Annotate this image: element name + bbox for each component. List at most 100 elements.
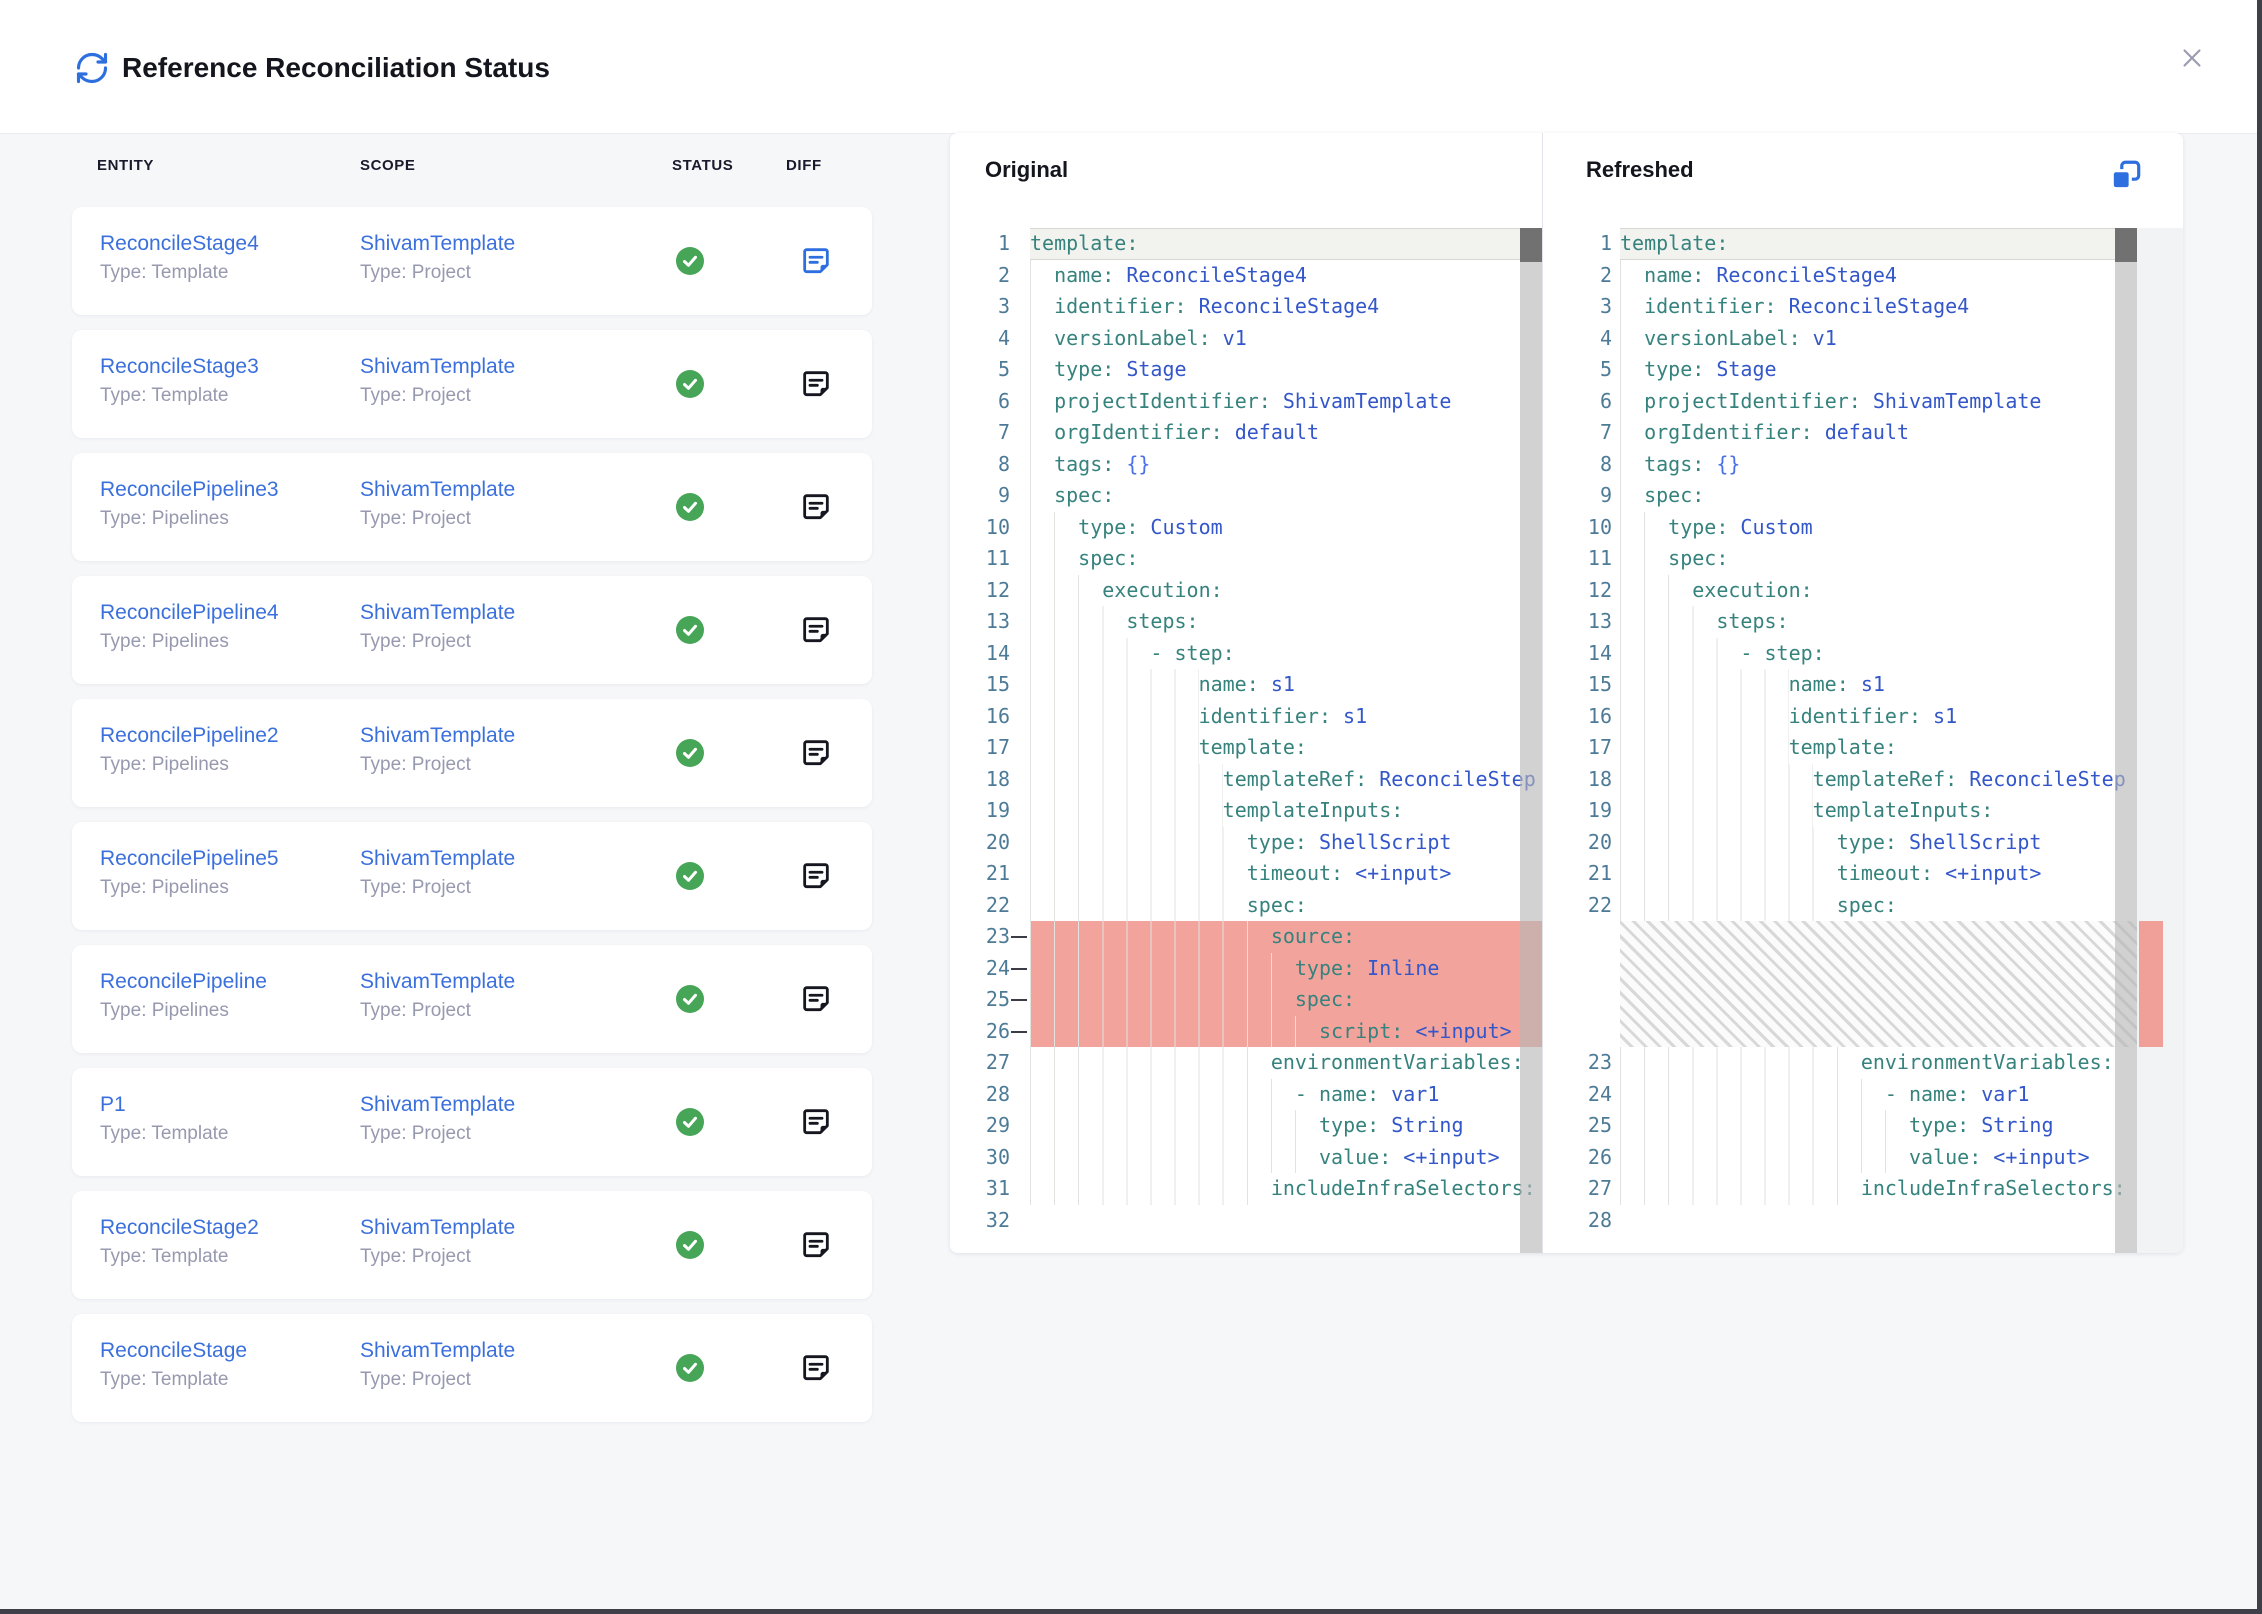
- scope-name-link[interactable]: ShivamTemplate: [360, 232, 516, 255]
- yaml-token: s1: [1921, 703, 1958, 728]
- table-row[interactable]: ReconcilePipeline3 Type: Pipelines ShivamT…: [72, 453, 872, 561]
- line-number: 16: [985, 703, 1010, 728]
- diff-note-icon[interactable]: [800, 245, 832, 277]
- code-line-content: - step:: [1030, 637, 1542, 669]
- table-row[interactable]: ReconcileStage4 Type: Template ShivamTempl…: [72, 207, 872, 315]
- line-number: 12: [985, 577, 1010, 602]
- yaml-token: templateInputs:: [1222, 798, 1404, 822]
- code-line: 26 script: <+input>: [950, 1015, 1542, 1047]
- line-number: 18: [1587, 766, 1612, 791]
- indent-guides: [1620, 889, 1837, 921]
- line-marker: [1612, 512, 1620, 544]
- code-line: 16 identifier: s1: [950, 700, 1542, 732]
- entity-name-link[interactable]: P1: [100, 1093, 126, 1116]
- refreshed-panel-title: Refreshed: [1586, 157, 1694, 182]
- line-number: 4: [1599, 325, 1612, 350]
- yaml-token: - name:: [1884, 1081, 1970, 1106]
- entity-name-link[interactable]: ReconcileStage2: [100, 1216, 259, 1239]
- refreshed-code-editor[interactable]: 1 template: 2 name: ReconcileStage4 3 identif…: [1543, 228, 2137, 1253]
- refreshed-vertical-scrollbar[interactable]: [2115, 228, 2137, 1253]
- yaml-token: name:: [1054, 262, 1115, 287]
- line-number: 18: [985, 766, 1010, 791]
- scope-name-link[interactable]: ShivamTemplate: [360, 970, 516, 993]
- diff-note-icon[interactable]: [800, 614, 832, 646]
- diff-note-icon[interactable]: [800, 737, 832, 769]
- entity-name-link[interactable]: ReconcileStage: [100, 1339, 248, 1362]
- indent-guides: [1030, 732, 1199, 764]
- line-marker: [1612, 575, 1620, 607]
- yaml-token: spec:: [1246, 892, 1307, 917]
- indent-guides: [1030, 889, 1247, 921]
- line-marker: [1010, 858, 1030, 890]
- line-marker: [1612, 701, 1620, 733]
- scope-name-link[interactable]: ShivamTemplate: [360, 1339, 516, 1362]
- scope-name-link[interactable]: ShivamTemplate: [360, 601, 516, 624]
- code-line: 23 source:: [950, 921, 1542, 953]
- table-row[interactable]: ReconcilePipeline2 Type: Pipelines ShivamT…: [72, 699, 872, 807]
- diff-note-icon[interactable]: [800, 491, 832, 523]
- code-line-content: spec:: [1620, 889, 2137, 921]
- original-code-editor[interactable]: 1 template: 2 name: ReconcileStage4 3 identif…: [950, 228, 1542, 1253]
- scope-type-label: Type: Project: [360, 877, 471, 898]
- code-line: 20 type: ShellScript: [1543, 826, 2137, 858]
- scope-name-link[interactable]: ShivamTemplate: [360, 478, 516, 501]
- close-icon[interactable]: [2176, 42, 2208, 74]
- entity-type-label: Type: Template: [100, 385, 229, 406]
- diff-note-icon[interactable]: [800, 1229, 832, 1261]
- indent-guides: [1620, 480, 1645, 512]
- line-marker: [1010, 260, 1030, 292]
- diff-note-icon[interactable]: [800, 1106, 832, 1138]
- yaml-token: type:: [1078, 514, 1139, 539]
- entity-name-link[interactable]: ReconcilePipeline3: [100, 478, 279, 501]
- entity-name-link[interactable]: ReconcilePipeline5: [100, 847, 279, 870]
- code-line-content: type: ShellScript: [1620, 826, 2137, 858]
- diff-note-icon[interactable]: [800, 983, 832, 1015]
- indent-guides: [1620, 826, 1837, 858]
- line-number: 15: [1587, 672, 1612, 696]
- scope-name-link[interactable]: ShivamTemplate: [360, 355, 516, 378]
- code-line: 13 steps:: [1543, 606, 2137, 638]
- entity-name-link[interactable]: ReconcilePipeline: [100, 970, 267, 993]
- scope-name-link[interactable]: ShivamTemplate: [360, 847, 516, 870]
- scope-name-link[interactable]: ShivamTemplate: [360, 1216, 516, 1239]
- scope-name-link[interactable]: ShivamTemplate: [360, 724, 516, 747]
- code-line: 28 - name: var1: [950, 1078, 1542, 1110]
- table-row[interactable]: ReconcileStage3 Type: Template ShivamTempl…: [72, 330, 872, 438]
- code-line: 27 includeInfraSelectors:: [1543, 1173, 2137, 1205]
- code-line: 8 tags: {}: [1543, 448, 2137, 480]
- code-line-content: tags: {}: [1620, 448, 2137, 480]
- indent-guides: [1030, 952, 1295, 984]
- code-line: 24 type: Inline: [950, 952, 1542, 984]
- indent-guides: [1030, 480, 1055, 512]
- table-row[interactable]: ReconcilePipeline4 Type: Pipelines ShivamT…: [72, 576, 872, 684]
- line-number: 3: [1599, 294, 1612, 318]
- table-row[interactable]: ReconcilePipeline5 Type: Pipelines ShivamT…: [72, 822, 872, 930]
- scope-name-link[interactable]: ShivamTemplate: [360, 1093, 516, 1116]
- indent-guides: [1030, 606, 1127, 638]
- line-marker: [1612, 260, 1620, 292]
- copy-icon[interactable]: [2108, 158, 2144, 194]
- table-row[interactable]: ReconcileStage Type: Template ShivamTempla…: [72, 1314, 872, 1422]
- diff-note-icon[interactable]: [800, 1352, 832, 1384]
- original-vertical-scrollbar[interactable]: [1520, 228, 1542, 1253]
- entity-name-link[interactable]: ReconcilePipeline2: [100, 724, 279, 747]
- code-line: 22 spec:: [950, 889, 1542, 921]
- diff-note-icon[interactable]: [800, 860, 832, 892]
- table-row[interactable]: ReconcileStage2 Type: Template ShivamTempl…: [72, 1191, 872, 1299]
- entity-name-link[interactable]: ReconcilePipeline4: [100, 601, 279, 624]
- yaml-token: ReconcileStage4: [1186, 294, 1380, 318]
- entity-name-link[interactable]: ReconcileStage3: [100, 355, 259, 378]
- scrollbar-thumb[interactable]: [1520, 228, 1542, 262]
- line-marker: [1612, 543, 1620, 575]
- code-line-content: identifier: ReconcileStage4: [1620, 291, 2137, 323]
- entity-name-link[interactable]: ReconcileStage4: [100, 232, 259, 255]
- yaml-token: type:: [1246, 829, 1307, 854]
- diff-note-icon[interactable]: [800, 368, 832, 400]
- code-line: 10 type: Custom: [950, 511, 1542, 543]
- yaml-token: default: [1812, 420, 1909, 444]
- indent-guides: [1620, 322, 1645, 354]
- table-row[interactable]: P1 Type: Template ShivamTemplate Type: Proj…: [72, 1068, 872, 1176]
- scrollbar-thumb[interactable]: [2115, 228, 2137, 262]
- table-row[interactable]: ReconcilePipeline Type: Pipelines ShivamTe…: [72, 945, 872, 1053]
- scope-type-label: Type: Project: [360, 1000, 471, 1021]
